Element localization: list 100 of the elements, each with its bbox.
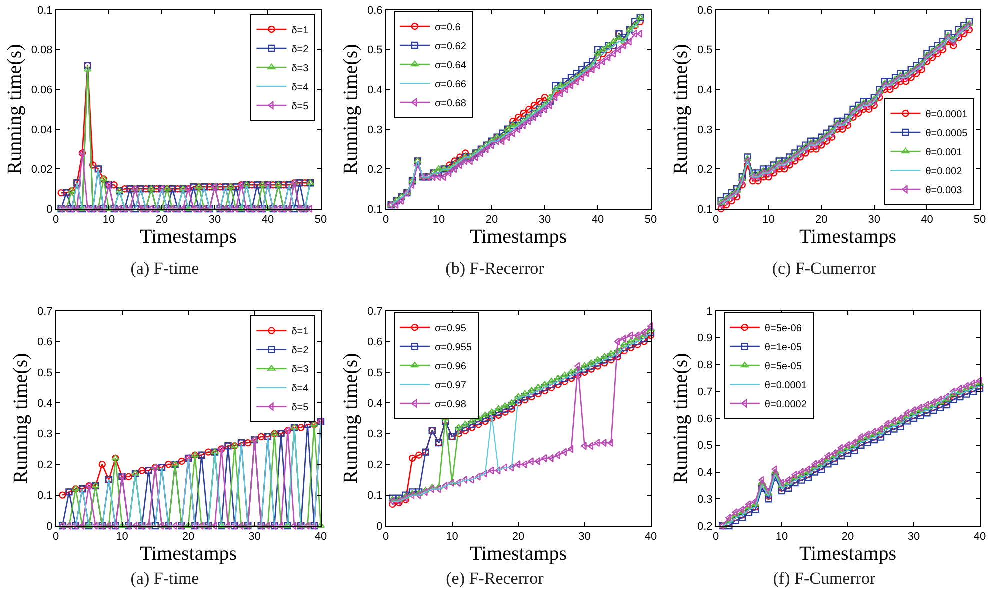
y-tick-label: 0.4 bbox=[698, 84, 713, 96]
legend-label: σ=0.64 bbox=[434, 60, 467, 72]
legend-label: θ=0.003 bbox=[926, 185, 963, 196]
x-tick-label: 50 bbox=[644, 214, 658, 226]
y-tick-label: 0 bbox=[46, 204, 53, 216]
y-tick-label: 0.6 bbox=[698, 4, 713, 17]
y-tick-label: 0.6 bbox=[698, 413, 713, 426]
x-tick-label: 10 bbox=[432, 214, 446, 226]
legend-label: θ=5e-06 bbox=[764, 323, 802, 334]
y-tick-label: 0.5 bbox=[368, 44, 383, 57]
y-tick-label: 0.1 bbox=[368, 204, 383, 216]
y-axis-title: Running time(s) bbox=[670, 44, 692, 175]
y-axis-title: Running time(s) bbox=[4, 44, 26, 175]
y-tick-label: 0.2 bbox=[698, 520, 713, 533]
legend-label: θ=0.0005 bbox=[926, 128, 968, 140]
x-tick-label: 40 bbox=[974, 531, 986, 544]
text: (f) F-Cumerror bbox=[773, 568, 876, 588]
text: (e) F-Recerror bbox=[446, 568, 544, 588]
y-tick-label: 0.4 bbox=[38, 398, 53, 410]
legend-label: δ=5 bbox=[292, 402, 310, 414]
x-axis-title: Timestamps bbox=[470, 543, 568, 566]
x-axis-title: Timestamps bbox=[140, 226, 238, 248]
legend-label: σ=0.68 bbox=[434, 98, 467, 110]
y-tick-label: 0.1 bbox=[368, 490, 383, 502]
x-tick-label: 10 bbox=[102, 214, 116, 226]
legend-label: δ=1 bbox=[292, 25, 310, 36]
legend-label: θ=0.001 bbox=[926, 147, 963, 158]
x-tick-label: 10 bbox=[776, 531, 788, 544]
x-axis-title: Timestamps bbox=[470, 226, 568, 248]
x-tick-label: 10 bbox=[446, 531, 458, 544]
legend-label: θ=0.002 bbox=[926, 166, 963, 178]
y-tick-label: 1 bbox=[706, 306, 713, 318]
y-tick-label: 0 bbox=[376, 520, 383, 533]
x-tick-label: 40 bbox=[314, 531, 328, 544]
y-tick-label: 0.3 bbox=[698, 494, 713, 506]
legend-label: σ=0.98 bbox=[434, 399, 467, 410]
y-tick-label: 0.02 bbox=[31, 164, 53, 176]
legend-label: σ=0.66 bbox=[434, 79, 467, 90]
x-tick-label: 30 bbox=[908, 531, 920, 544]
x-tick-label: 10 bbox=[762, 214, 775, 226]
legend-label: θ=5e-05 bbox=[764, 361, 802, 372]
x-tick-label: 30 bbox=[868, 214, 881, 226]
y-tick-label: 0.06 bbox=[31, 84, 53, 96]
x-tick-label: 20 bbox=[156, 214, 168, 226]
legend-label: δ=2 bbox=[292, 44, 310, 56]
legend-label: δ=1 bbox=[292, 326, 310, 338]
y-tick-label: 0.1 bbox=[38, 490, 53, 502]
text: (a) F-time bbox=[130, 258, 200, 278]
x-tick-label: 30 bbox=[248, 531, 261, 544]
x-tick-label: 50 bbox=[314, 214, 328, 226]
y-axis-title: Running time(s) bbox=[670, 353, 692, 484]
y-tick-label: 0.1 bbox=[38, 4, 53, 17]
x-tick-label: 30 bbox=[208, 214, 222, 226]
x-tick-label: 10 bbox=[116, 531, 128, 544]
legend-label: δ=4 bbox=[292, 82, 310, 94]
text: (c) F-Cumerror bbox=[772, 258, 877, 278]
y-tick-label: 0.2 bbox=[698, 164, 713, 176]
y-tick-label: 0.3 bbox=[38, 428, 53, 441]
y-tick-label: 0.7 bbox=[368, 306, 383, 318]
y-tick-label: 0.8 bbox=[698, 360, 713, 372]
y-tick-label: 0.6 bbox=[368, 4, 383, 17]
y-tick-label: 0.5 bbox=[698, 440, 713, 452]
legend-label: θ=0.0002 bbox=[764, 399, 808, 410]
y-tick-label: 0.3 bbox=[368, 428, 383, 441]
legend-label: δ=5 bbox=[292, 101, 310, 112]
x-tick-label: 20 bbox=[842, 531, 854, 544]
legend-label: θ=0.0001 bbox=[926, 109, 968, 120]
legend-label: δ=2 bbox=[292, 346, 310, 357]
x-tick-label: 20 bbox=[815, 214, 828, 226]
x-tick-label: 20 bbox=[512, 531, 525, 544]
x-tick-label: 40 bbox=[644, 531, 658, 544]
x-tick-label: 50 bbox=[974, 214, 986, 226]
y-tick-label: 0.7 bbox=[698, 386, 713, 398]
x-tick-label: 20 bbox=[182, 531, 195, 544]
y-tick-label: 0 bbox=[46, 520, 53, 533]
legend-label: σ=0.955 bbox=[434, 342, 472, 354]
y-tick-label: 0.2 bbox=[368, 164, 383, 176]
y-tick-label: 0.4 bbox=[368, 84, 383, 96]
y-axis-title: Running time(s) bbox=[340, 44, 362, 175]
y-tick-label: 0.3 bbox=[368, 124, 383, 136]
x-tick-label: 40 bbox=[921, 214, 934, 226]
y-tick-label: 0.7 bbox=[38, 306, 53, 318]
legend-label: δ=3 bbox=[292, 364, 310, 376]
legend-label: δ=4 bbox=[292, 384, 310, 395]
y-tick-label: 0.1 bbox=[698, 204, 713, 216]
y-tick-label: 0.2 bbox=[368, 459, 383, 472]
y-tick-label: 0.6 bbox=[38, 336, 53, 349]
y-tick-label: 0.2 bbox=[38, 459, 53, 472]
y-tick-label: 0.6 bbox=[368, 336, 383, 349]
x-tick-label: 40 bbox=[262, 214, 274, 226]
y-tick-label: 0.08 bbox=[31, 44, 53, 57]
legend-label: σ=0.97 bbox=[434, 380, 467, 392]
legend-label: σ=0.62 bbox=[434, 41, 467, 52]
x-axis-title: Timestamps bbox=[799, 543, 897, 566]
y-axis-title: Running time(s) bbox=[10, 353, 32, 484]
legend-label: θ=1e-05 bbox=[764, 342, 802, 354]
y-tick-label: 0.9 bbox=[698, 332, 713, 345]
x-tick-label: 40 bbox=[592, 214, 604, 226]
legend-label: σ=0.6 bbox=[434, 22, 462, 34]
legend-label: σ=0.96 bbox=[434, 361, 467, 372]
